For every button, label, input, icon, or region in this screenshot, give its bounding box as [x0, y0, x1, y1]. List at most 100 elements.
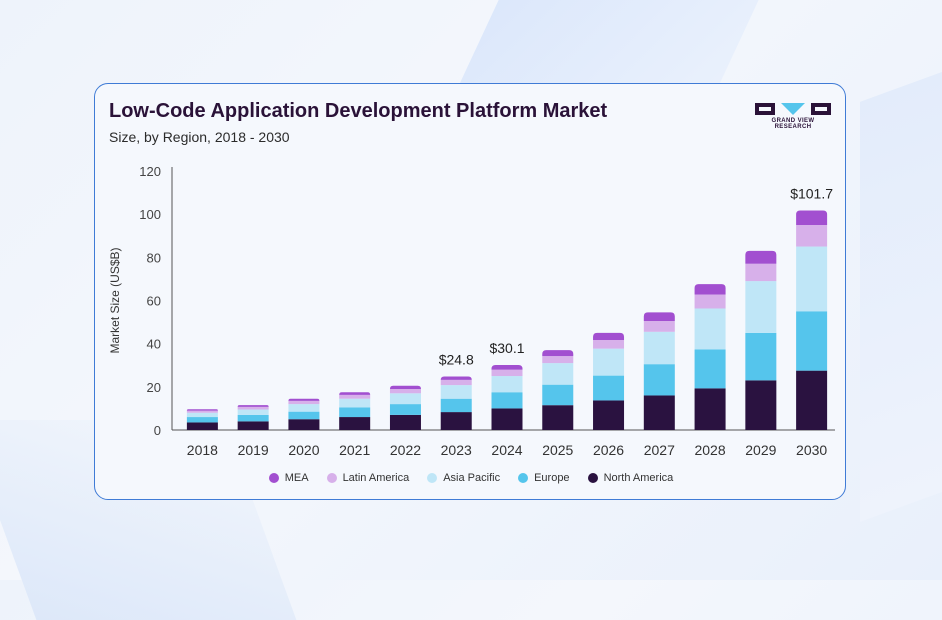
- background-shape: [860, 58, 942, 522]
- bar-segment-asia-pacific: [389, 393, 421, 405]
- legend-label: North America: [603, 472, 674, 484]
- bar-segment-mea: [593, 332, 625, 340]
- legend-swatch: [518, 473, 529, 483]
- legend-swatch: [268, 473, 279, 483]
- x-tick-label: 2025: [542, 442, 573, 458]
- x-tick-label: 2020: [288, 442, 319, 458]
- x-tick-label: 2022: [390, 442, 421, 458]
- x-tick-label: 2028: [694, 442, 725, 458]
- chart-subtitle: Size, by Region, 2018 - 2030: [109, 129, 290, 145]
- y-tick-label: 120: [139, 164, 161, 179]
- bar-segment-latin-america: [186, 410, 218, 413]
- bar-segment-europe: [186, 417, 218, 423]
- legend-label: Asia Pacific: [443, 472, 501, 484]
- bar-segment-north-america: [491, 408, 523, 430]
- data-label: $30.1: [489, 340, 524, 356]
- bar-segment-asia-pacific: [237, 409, 269, 415]
- chart-title: Low-Code Application Development Platfor…: [109, 100, 608, 122]
- bar-segment-latin-america: [694, 294, 726, 309]
- logo-mark-icon: [755, 103, 831, 115]
- bar-segment-mea: [745, 250, 777, 264]
- legend-item-asia-pacific: Asia Pacific: [427, 472, 500, 484]
- bar-segment-north-america: [643, 395, 675, 430]
- y-tick-label: 20: [147, 380, 161, 395]
- bar-segment-europe: [440, 398, 472, 413]
- legend-item-mea: MEA: [268, 472, 309, 484]
- bar-segment-mea: [796, 210, 828, 225]
- legend-item-north-america: North America: [587, 472, 674, 484]
- bar-segment-north-america: [237, 421, 269, 430]
- legend-item-europe: Europe: [518, 472, 570, 484]
- bar-segment-asia-pacific: [694, 308, 726, 350]
- bar-segment-latin-america: [288, 400, 320, 405]
- bar-segment-latin-america: [237, 406, 269, 410]
- bar-segment-asia-pacific: [491, 376, 523, 393]
- x-tick-label: 2021: [339, 442, 370, 458]
- bar-segment-asia-pacific: [339, 398, 371, 408]
- bar-segment-latin-america: [745, 263, 777, 282]
- y-axis-label: Market Size (US$B): [108, 247, 122, 353]
- bar-segment-mea: [542, 350, 574, 357]
- bar-segment-north-america: [339, 417, 371, 430]
- bar-segment-europe: [643, 364, 675, 396]
- bar-segment-asia-pacific: [440, 385, 472, 399]
- x-tick-label: 2027: [644, 442, 675, 458]
- bar-segment-latin-america: [440, 379, 472, 386]
- x-tick-label: 2024: [491, 442, 522, 458]
- bar-segment-latin-america: [593, 339, 625, 349]
- logo-text: GRAND VIEW RESEARCH: [771, 118, 815, 130]
- bar-segment-north-america: [186, 422, 218, 430]
- x-tick-label: 2029: [745, 442, 776, 458]
- bar-segment-north-america: [694, 388, 726, 430]
- legend-swatch: [326, 473, 337, 483]
- bar-segment-mea: [237, 405, 269, 407]
- bar-segment-latin-america: [542, 356, 574, 364]
- y-tick-label: 80: [147, 250, 161, 265]
- legend-swatch: [427, 473, 438, 483]
- bar-segment-europe: [593, 375, 625, 401]
- bar-segment-north-america: [745, 380, 777, 430]
- y-tick-label: 60: [147, 294, 161, 309]
- bar-segment-asia-pacific: [542, 363, 574, 385]
- bar-segment-latin-america: [796, 224, 828, 247]
- bar-segment-mea: [643, 312, 675, 322]
- bar-segment-asia-pacific: [745, 281, 777, 333]
- bar-segment-europe: [745, 332, 777, 381]
- bar-segment-north-america: [389, 414, 421, 430]
- chart-card: Low-Code Application Development Platfor…: [94, 83, 846, 500]
- bar-segment-asia-pacific: [796, 246, 828, 312]
- data-label: $24.8: [439, 351, 474, 367]
- bar-segment-north-america: [440, 412, 472, 430]
- chart-legend: MEA Latin America Asia Pacific Europe North …: [95, 472, 847, 484]
- bar-segment-mea: [694, 284, 726, 295]
- y-tick-label: 0: [154, 423, 161, 438]
- x-tick-label: 2018: [187, 442, 218, 458]
- bar-segment-mea: [440, 376, 472, 380]
- legend-swatch: [587, 473, 598, 483]
- bar-segment-latin-america: [339, 394, 371, 399]
- legend-label: Europe: [534, 472, 570, 484]
- x-tick-label: 2019: [238, 442, 269, 458]
- bar-segment-europe: [491, 392, 523, 409]
- bar-segment-mea: [491, 365, 523, 370]
- data-label: $101.7: [790, 185, 833, 201]
- y-tick-label: 40: [147, 337, 161, 352]
- bar-segment-north-america: [288, 419, 320, 430]
- bar-segment-europe: [694, 349, 726, 389]
- legend-label: Latin America: [342, 472, 410, 484]
- bar-segment-europe: [288, 411, 320, 420]
- bar-segment-asia-pacific: [288, 404, 320, 412]
- bar-segment-europe: [796, 311, 828, 371]
- bar-segment-asia-pacific: [186, 412, 218, 418]
- bar-segment-north-america: [593, 400, 625, 430]
- bar-segment-europe: [542, 384, 574, 406]
- x-tick-label: 2023: [441, 442, 472, 458]
- legend-label: MEA: [284, 472, 309, 484]
- bar-segment-latin-america: [389, 388, 421, 394]
- bar-segment-mea: [186, 409, 218, 411]
- bar-segment-mea: [288, 398, 320, 401]
- bar-segment-europe: [237, 414, 269, 422]
- bar-segment-asia-pacific: [643, 331, 675, 365]
- bar-segment-europe: [339, 407, 371, 418]
- bar-segment-north-america: [542, 405, 574, 430]
